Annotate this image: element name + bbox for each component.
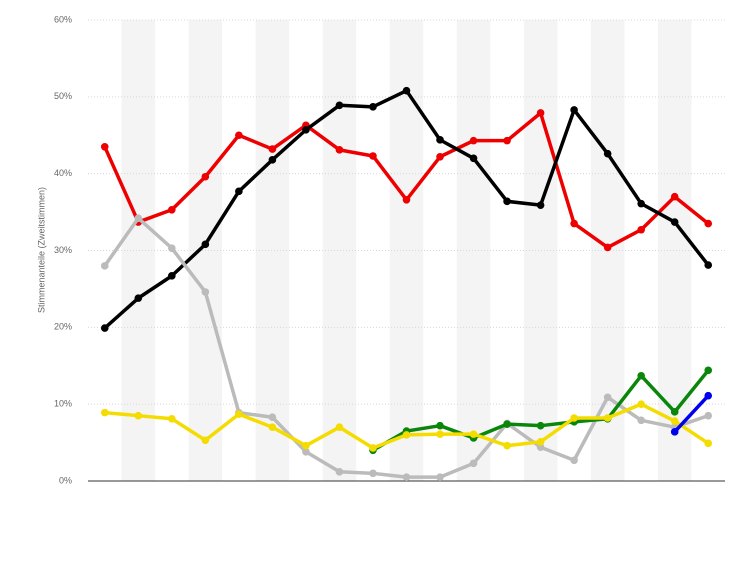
data-point [302,448,310,456]
data-point [302,126,310,134]
data-point [704,366,713,375]
data-point [603,149,612,158]
data-point [469,136,478,145]
data-point [637,199,645,208]
data-point [134,214,143,223]
data-point [469,459,478,468]
data-point [235,131,243,140]
data-point [335,101,344,110]
data-point [436,136,444,144]
column-stripe [523,20,558,481]
data-point [100,142,109,151]
data-point [201,240,210,249]
data-point [536,109,545,117]
data-point [335,467,344,476]
column-stripe [322,20,357,481]
data-point [100,408,109,417]
data-point [670,192,679,201]
data-point [637,416,645,425]
data-point [436,152,444,161]
data-point [603,414,612,422]
y-tick-label: 0% [59,475,72,485]
data-point [302,441,310,450]
data-point [268,156,277,164]
data-point [704,391,713,400]
data-point [134,411,143,420]
y-tick-label: 30% [54,245,72,255]
column-stripe [121,20,156,481]
data-point [168,272,176,280]
data-point [570,106,578,114]
data-point [503,420,511,428]
data-point [268,145,277,153]
y-tick-label: 10% [54,399,72,409]
y-axis-label: Stimmenanteile (Zweitstimmen) [36,187,46,313]
data-point [100,324,109,332]
data-point [503,441,511,450]
series-line [673,394,710,434]
y-tick-label: 50% [54,91,72,101]
data-point [536,421,545,430]
data-point [436,421,444,430]
data-point [704,261,713,269]
y-tick-label: 40% [54,168,72,178]
data-point [704,411,713,420]
data-point [201,172,210,181]
y-tick-label: 60% [54,14,72,24]
data-point [168,244,176,252]
data-point [134,294,143,302]
data-point [168,414,176,423]
data-point [335,423,344,432]
data-point [100,262,109,270]
data-point [402,86,411,95]
data-point [168,205,176,214]
data-point [536,201,545,209]
data-point [402,431,411,439]
data-point [369,152,377,160]
data-point [637,225,645,234]
data-point [369,103,377,111]
data-point [201,436,210,445]
data-point [670,218,679,226]
data-point [402,195,411,204]
data-point [603,243,612,252]
data-point [670,408,679,416]
data-point [536,438,545,446]
data-point [201,288,210,296]
data-point [570,456,578,465]
data-point [670,428,679,436]
data-point [570,219,578,228]
data-point [436,473,444,481]
column-stripe [456,20,491,481]
data-point [704,219,713,228]
data-point [670,417,679,425]
data-point [235,187,243,196]
data-point [570,414,578,422]
data-point [436,430,444,438]
data-point [402,473,411,481]
data-point [268,423,277,432]
data-point [268,413,277,422]
data-point [469,430,478,438]
column-stripe [255,20,290,481]
data-point [603,393,612,402]
data-point [335,146,344,154]
data-point [469,154,478,163]
data-point [369,469,377,478]
data-point [503,197,511,206]
data-point [503,136,511,145]
data-point [704,439,713,448]
data-point [536,443,545,451]
data-point [637,371,645,380]
data-point [637,400,645,408]
y-tick-label: 20% [54,322,72,332]
data-point [235,410,243,418]
data-point [369,444,377,452]
